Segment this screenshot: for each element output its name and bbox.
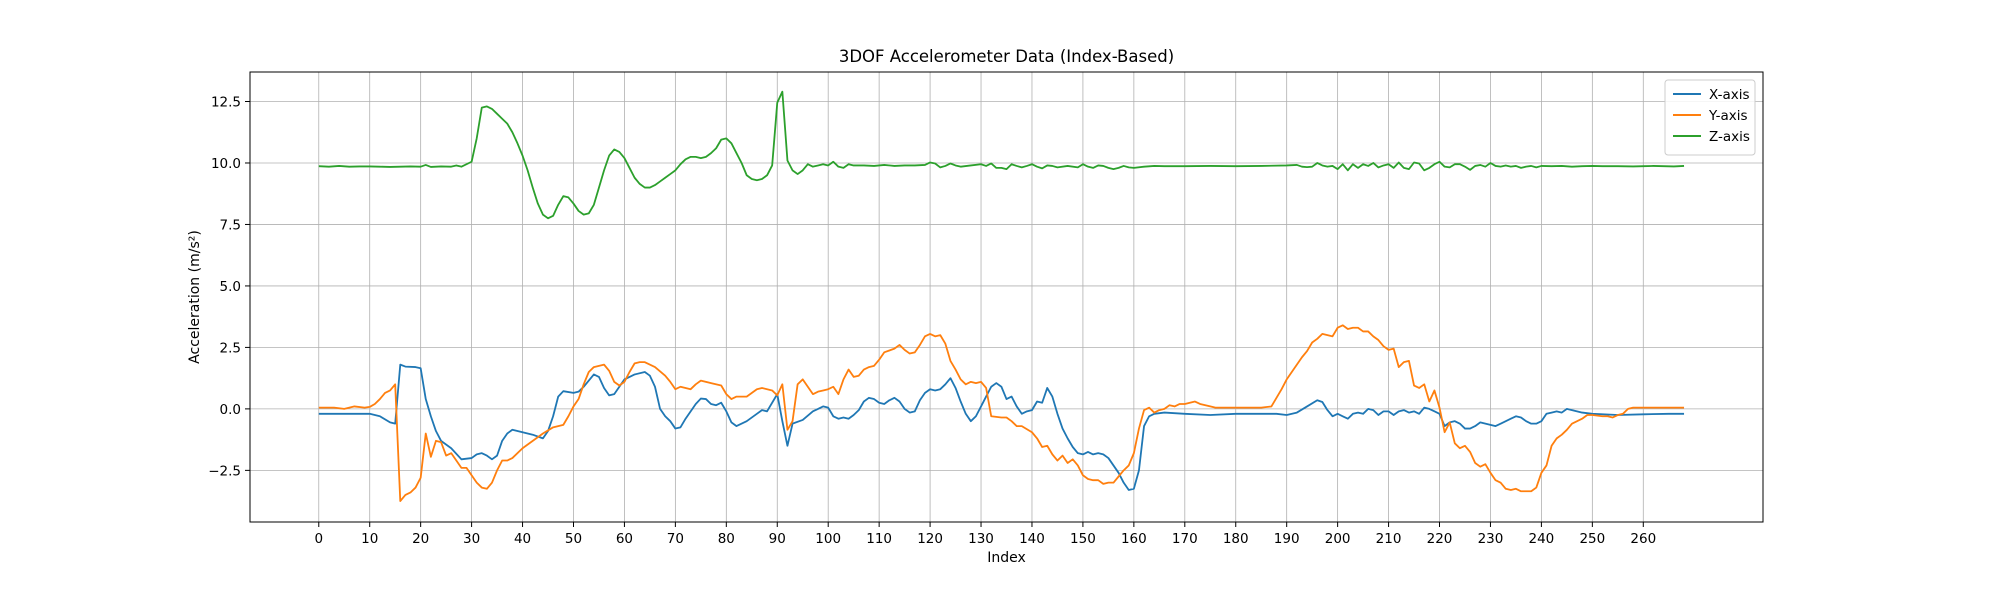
y-tick-label: 2.5 [220, 340, 241, 356]
x-tick-label: 60 [616, 531, 633, 547]
axis-ticks: 0 10 20 30 40 50 60 70 80 90 100 110 120 130 140 150 160… [208, 95, 1656, 547]
y-tick-label: 12.5 [211, 95, 241, 111]
y-tick-label: 0.0 [220, 402, 241, 418]
series-line-y-axis [318, 324, 1685, 502]
x-axis-label: Index [987, 550, 1026, 566]
x-tick-label: 150 [1070, 531, 1096, 547]
x-tick-label: 70 [667, 531, 684, 547]
x-tick-label: 10 [361, 531, 378, 547]
series-lines [318, 90, 1685, 502]
legend-label-z-axis: Z-axis [1709, 129, 1750, 145]
x-tick-label: 260 [1630, 531, 1656, 547]
y-tick-label: 5.0 [220, 279, 241, 295]
x-tick-label: 200 [1325, 531, 1351, 547]
x-tick-label: 250 [1579, 531, 1605, 547]
y-axis-label: Acceleration (m/s²) [187, 230, 203, 364]
x-tick-label: 50 [565, 531, 582, 547]
x-tick-label: 180 [1223, 531, 1249, 547]
legend-label-x-axis: X-axis [1709, 87, 1750, 103]
x-tick-label: 220 [1427, 531, 1453, 547]
x-tick-label: 240 [1529, 531, 1555, 547]
x-tick-label: 170 [1172, 531, 1198, 547]
plot-frame [249, 71, 1764, 523]
legend: X-axis Y-axis Z-axis [1664, 79, 1756, 156]
x-tick-label: 0 [314, 531, 323, 547]
series-line-z-axis [318, 90, 1685, 220]
x-tick-label: 160 [1121, 531, 1147, 547]
chart-title: 3DOF Accelerometer Data (Index-Based) [839, 47, 1174, 66]
x-tick-label: 30 [463, 531, 480, 547]
y-tick-label: −2.5 [208, 463, 241, 479]
grid [250, 72, 1763, 522]
x-tick-label: 230 [1478, 531, 1504, 547]
x-tick-label: 100 [815, 531, 841, 547]
legend-label-y-axis: Y-axis [1708, 108, 1748, 124]
x-tick-label: 210 [1376, 531, 1402, 547]
x-tick-label: 120 [917, 531, 943, 547]
x-tick-label: 110 [866, 531, 892, 547]
x-tick-label: 90 [769, 531, 786, 547]
x-tick-label: 130 [968, 531, 994, 547]
x-tick-label: 80 [718, 531, 735, 547]
x-tick-label: 190 [1274, 531, 1300, 547]
x-tick-label: 40 [514, 531, 531, 547]
series-line-x-axis [318, 363, 1685, 491]
x-tick-label: 20 [412, 531, 429, 547]
x-tick-label: 140 [1019, 531, 1045, 547]
y-tick-label: 7.5 [220, 217, 241, 233]
y-tick-label: 10.0 [211, 156, 241, 172]
